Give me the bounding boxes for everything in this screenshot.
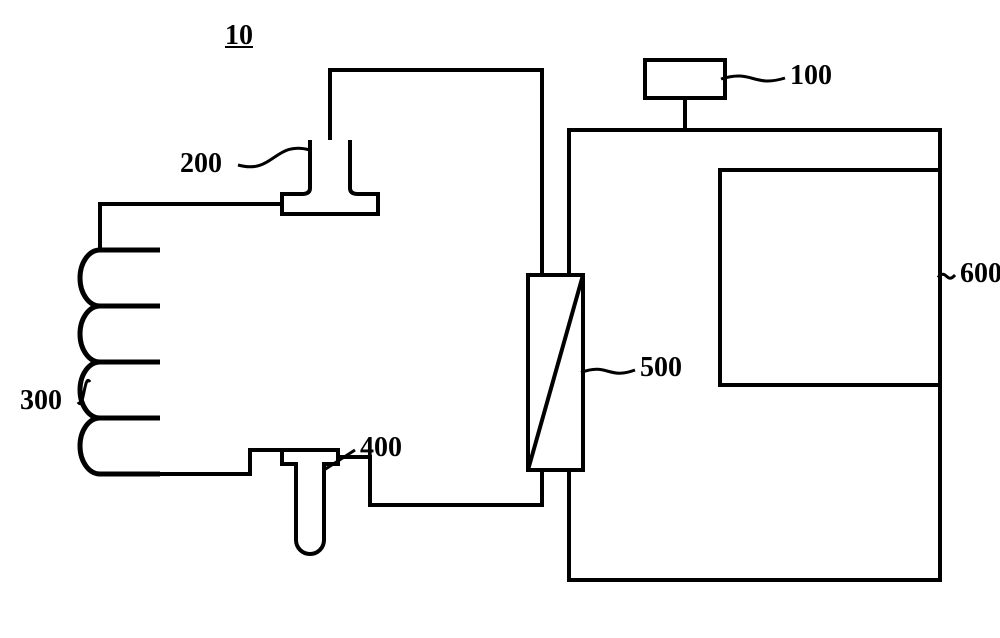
label-400: 400 [360,432,402,464]
system-diagram [0,0,1000,638]
label-300: 300 [20,385,62,417]
label-200: 200 [180,148,222,180]
label-100: 100 [790,60,832,92]
figure-title: 10 [225,20,253,52]
label-500: 500 [640,352,682,384]
label-600: 600 [960,258,1000,290]
